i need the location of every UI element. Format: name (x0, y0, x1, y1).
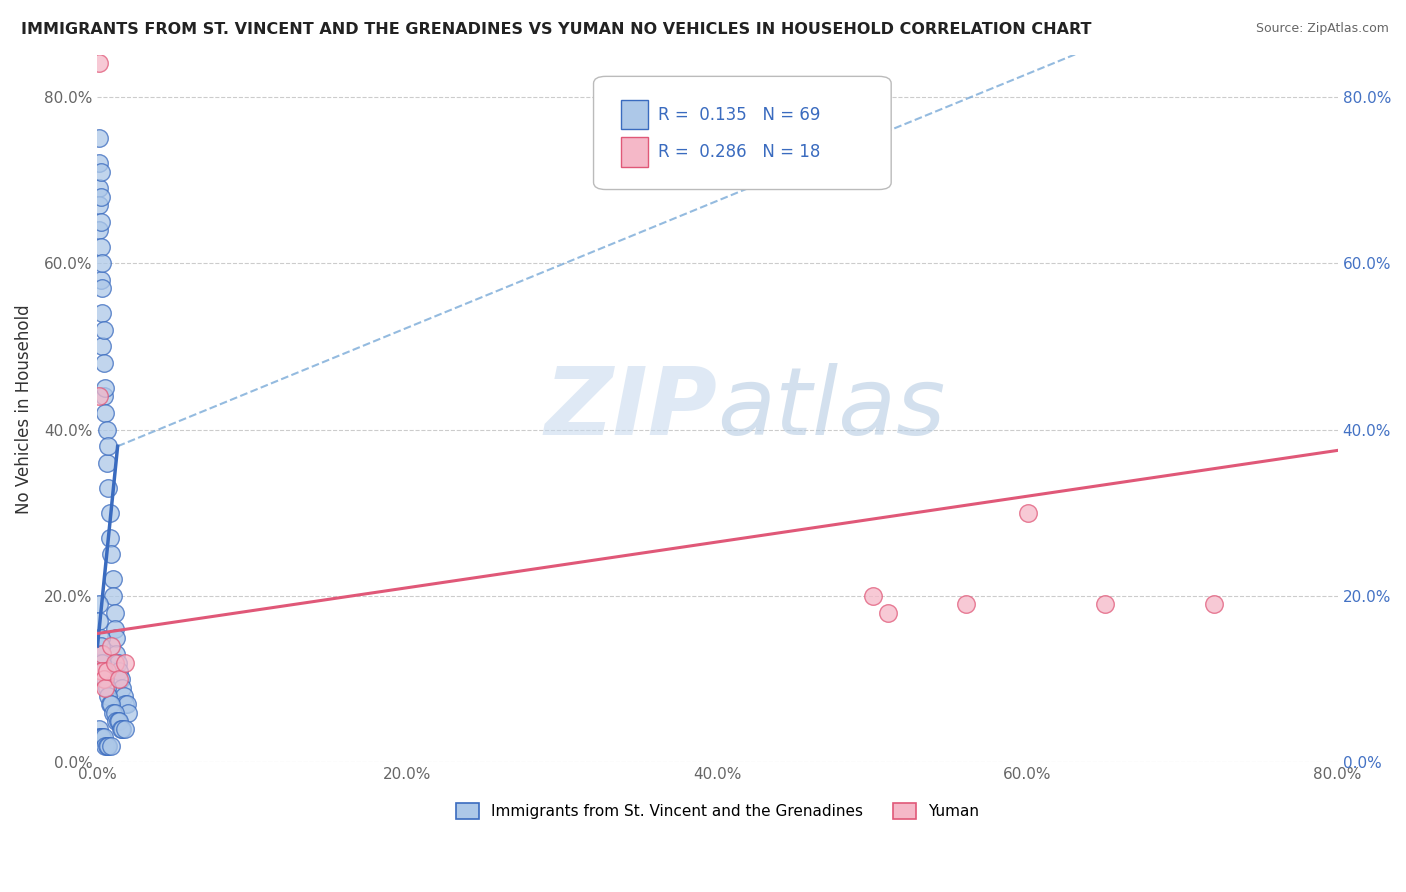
Point (105, 647, 128, 661)
Text: ZIP: ZIP (544, 363, 717, 455)
Point (91, 731, 114, 745)
Point (100, 639, 122, 653)
Point (90, 214, 112, 228)
Point (94, 672, 117, 686)
Point (91, 281, 114, 295)
Point (87, 156, 110, 170)
Point (93, 731, 115, 745)
Point (91, 339, 114, 353)
Point (91, 647, 114, 661)
Point (112, 689, 135, 703)
Point (87, 223, 110, 237)
Point (955, 598, 977, 612)
Point (108, 664, 131, 678)
Point (87, 198, 110, 212)
Point (98, 531, 121, 545)
Point (87, 181, 110, 195)
Point (93, 672, 115, 686)
Point (87, 598, 110, 612)
Point (100, 739, 122, 753)
Point (90, 189, 112, 203)
Point (98, 697, 121, 711)
Point (90, 639, 112, 653)
Point (117, 706, 139, 720)
Y-axis label: No Vehicles in Household: No Vehicles in Household (15, 304, 32, 514)
Point (90, 664, 112, 678)
Point (98, 506, 121, 520)
Point (111, 722, 134, 736)
Point (101, 706, 124, 720)
Point (105, 714, 128, 728)
Point (97, 481, 120, 495)
Point (94, 381, 117, 395)
Point (87, 56, 110, 70)
Point (103, 606, 125, 620)
Point (87, 731, 110, 745)
Point (110, 722, 132, 736)
Point (91, 647, 114, 661)
Point (103, 706, 125, 720)
Point (114, 656, 136, 670)
Point (96, 739, 118, 753)
FancyBboxPatch shape (621, 137, 648, 167)
Point (107, 714, 129, 728)
Point (114, 697, 136, 711)
Point (877, 606, 900, 620)
Point (103, 656, 125, 670)
Point (93, 389, 115, 403)
Text: R =  0.135   N = 69: R = 0.135 N = 69 (658, 105, 821, 124)
Point (103, 622, 125, 636)
Point (90, 731, 112, 745)
Point (110, 672, 132, 686)
Text: Source: ZipAtlas.com: Source: ZipAtlas.com (1256, 22, 1389, 36)
Point (96, 664, 118, 678)
Point (115, 697, 138, 711)
Point (94, 406, 117, 420)
Point (90, 631, 112, 645)
Text: R =  0.286   N = 18: R = 0.286 N = 18 (658, 143, 821, 161)
Point (111, 681, 134, 695)
Point (91, 664, 114, 678)
Point (93, 356, 115, 370)
Point (94, 739, 117, 753)
Point (90, 164, 112, 178)
Point (108, 714, 131, 728)
Point (87, 614, 110, 628)
Point (90, 239, 112, 253)
Point (1202, 598, 1225, 612)
Point (101, 589, 124, 603)
Point (91, 256, 114, 270)
Point (96, 423, 118, 437)
FancyBboxPatch shape (621, 100, 648, 129)
Point (90, 273, 112, 287)
Point (105, 631, 128, 645)
Point (862, 589, 884, 603)
Point (101, 573, 124, 587)
Text: atlas: atlas (717, 363, 946, 454)
Point (94, 681, 117, 695)
Point (93, 323, 115, 337)
Point (93, 664, 115, 678)
Point (107, 656, 129, 670)
Point (87, 389, 110, 403)
FancyBboxPatch shape (593, 77, 891, 189)
Point (87, 131, 110, 145)
Legend: Immigrants from St. Vincent and the Grenadines, Yuman: Immigrants from St. Vincent and the Gren… (450, 797, 986, 825)
Point (87, 722, 110, 736)
Point (91, 656, 114, 670)
Text: IMMIGRANTS FROM ST. VINCENT AND THE GRENADINES VS YUMAN NO VEHICLES IN HOUSEHOLD: IMMIGRANTS FROM ST. VINCENT AND THE GREN… (21, 22, 1091, 37)
Point (97, 689, 120, 703)
Point (100, 697, 122, 711)
Point (97, 739, 120, 753)
Point (1094, 598, 1116, 612)
Point (96, 681, 118, 695)
Point (96, 456, 118, 470)
Point (100, 548, 122, 562)
Point (114, 722, 136, 736)
Point (108, 672, 131, 686)
Point (91, 306, 114, 320)
Point (1017, 506, 1039, 520)
Point (97, 439, 120, 453)
